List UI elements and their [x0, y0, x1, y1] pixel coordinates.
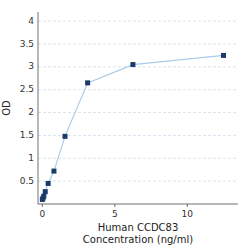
x-tick-label: 5 [112, 209, 118, 219]
line [42, 55, 223, 199]
y-tick-label: 2.5 [20, 84, 34, 94]
x-axis-label-line: Human CCDC83 [98, 222, 179, 233]
x-axis-label-line: Concentration (ng/ml) [83, 234, 193, 245]
plot-area [40, 53, 226, 202]
y-tick-label: 3 [28, 61, 34, 71]
x-tick [187, 204, 188, 207]
grid-line [38, 66, 238, 67]
marker [41, 194, 46, 199]
grid-line [38, 89, 238, 90]
x-axis [38, 204, 238, 205]
marker [85, 80, 90, 85]
y-tick-label: 3.5 [20, 39, 34, 49]
y-tick-label: 1.5 [20, 130, 34, 140]
y-axis-label: OD [1, 100, 12, 116]
grid-line [38, 158, 238, 159]
grid-line [38, 44, 238, 45]
x-tick-label: 0 [39, 209, 45, 219]
y-tick-label: 4 [28, 16, 34, 26]
x-tick [114, 204, 115, 207]
marker [221, 53, 226, 58]
marker [62, 134, 67, 139]
y-tick-label: 2 [28, 107, 34, 117]
y-tick-label: 1 [28, 153, 34, 163]
grid-line [38, 135, 238, 136]
y-axis [38, 12, 39, 204]
chart: 0.511.522.533.540510Human CCDC83Concentr… [0, 0, 250, 250]
grid-line [38, 181, 238, 182]
x-axis-label: Human CCDC83Concentration (ng/ml) [83, 222, 193, 245]
marker [51, 169, 56, 174]
marker [46, 181, 51, 186]
grid-line [38, 112, 238, 113]
x-tick-label: 10 [182, 209, 194, 219]
marker [43, 189, 48, 194]
grid-line [38, 21, 238, 22]
x-tick [42, 204, 43, 207]
marker [130, 62, 135, 67]
y-tick-label: 0.5 [20, 176, 34, 186]
